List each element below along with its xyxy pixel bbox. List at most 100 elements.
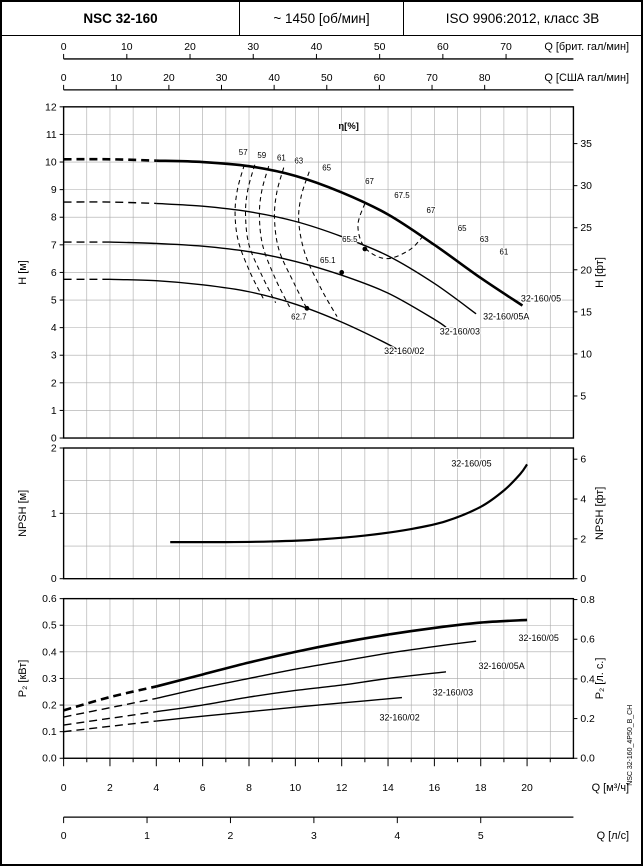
- x-tick-label: 30: [216, 73, 228, 84]
- y-tick-label: 0.4: [42, 647, 57, 658]
- y-tick-label: 5: [51, 296, 57, 307]
- x-tick-label: 6: [200, 783, 206, 794]
- x-tick-label: 0: [61, 42, 67, 53]
- y-tick-label: 12: [45, 102, 57, 113]
- y-tick-label: 0.4: [580, 674, 595, 685]
- curve-segment-solid: [156, 159, 524, 307]
- curve-32-160-02: 32-160/02: [63, 278, 426, 357]
- curve-label: 32-160/03: [433, 688, 473, 698]
- y-tick-label: 0.6: [580, 635, 595, 646]
- head-yaxis-label-right: H [фт]: [594, 257, 606, 288]
- efficiency-contour-63: [273, 167, 309, 312]
- curve-label: 32-160/02: [384, 346, 424, 356]
- x-tick-label: 0: [61, 831, 67, 842]
- x-tick-label: 20: [184, 42, 196, 53]
- x-tick-label: 70: [500, 42, 512, 53]
- curve-segment-solid: [156, 202, 477, 315]
- efficiency-point-label: 65.5: [342, 235, 358, 244]
- curve-segment-solid: [109, 278, 403, 354]
- flow-axis-m3h: 0 2 4 6 8 10 12 14 16 18 20 Q [м³/ч]: [61, 758, 629, 794]
- curve-segment-solid: [109, 241, 449, 330]
- y-tick-label: 0.1: [42, 727, 57, 738]
- curve-label: 32-160/05: [519, 633, 559, 643]
- document-code-sidenote: NSC 32-160_4P50_B_CH: [627, 705, 634, 786]
- efficiency-point-dot: [339, 270, 345, 275]
- y-tick-label: 15: [580, 307, 592, 318]
- y-tick-label: 0.5: [42, 621, 57, 632]
- curve-label: 32-160/05A: [483, 311, 529, 321]
- flow-axis-ls: 0 1 2 3 4 5 Q [л/с]: [61, 816, 629, 842]
- curve-segment-solid: [156, 696, 403, 722]
- power-chart: 0.0 0.1 0.2 0.3 0.4 0.5 0.6 0.0 0.2 0.4 0.6 0.8 P₂ […: [17, 594, 606, 765]
- y-tick-label: 20: [580, 265, 592, 276]
- x-tick-label: 5: [478, 831, 484, 842]
- y-tick-label: 1: [51, 406, 57, 417]
- x-tick-label: 80: [479, 73, 491, 84]
- x-tick-label: 20: [163, 73, 175, 84]
- x-tick-label: 50: [321, 73, 333, 84]
- y-tick-label: 0.0: [580, 754, 595, 765]
- pump-speed: ~ 1450 [об/мин]: [240, 2, 404, 35]
- y-tick-label: 0.8: [580, 595, 595, 606]
- curve-32-160-03: 32-160/03: [63, 671, 474, 726]
- efficiency-value-label: 57: [239, 148, 248, 157]
- y-tick-label: 11: [46, 130, 57, 141]
- y-tick-label: 4: [51, 323, 57, 334]
- x-tick-label: 10: [121, 42, 133, 53]
- flow-axis-imp-gpm-title: Q [брит. гал/мин]: [544, 41, 629, 53]
- flow-axis-us-gpm-title: Q [США гал/мин]: [544, 72, 629, 84]
- x-tick-label: 10: [290, 783, 302, 794]
- x-tick-label: 16: [429, 783, 441, 794]
- curve-32-160-05: 32-160/05: [63, 157, 562, 307]
- x-tick-label: 0: [61, 73, 67, 84]
- y-tick-label: 2: [580, 534, 586, 545]
- curve-32-160-03: 32-160/03: [63, 241, 481, 338]
- x-tick-label: 4: [394, 831, 400, 842]
- efficiency-value-label: 67: [426, 206, 435, 215]
- efficiency-point-dot: [362, 246, 368, 252]
- y-tick-label: 0: [51, 574, 57, 585]
- curve-32-160-05: 32-160/05: [63, 618, 560, 712]
- x-tick-label: 40: [268, 73, 280, 84]
- y-tick-label: 0.3: [42, 674, 57, 685]
- x-tick-label: 2: [107, 783, 113, 794]
- efficiency-axis-title: η[%]: [338, 121, 358, 132]
- power-yaxis-label-left: P₂ [кВт]: [17, 660, 29, 697]
- header-bar: NSC 32-160 ~ 1450 [об/мин] ISO 9906:2012…: [2, 2, 641, 36]
- y-tick-label: 6: [51, 268, 57, 279]
- y-tick-label: 0.6: [42, 594, 57, 605]
- x-tick-label: 4: [153, 783, 159, 794]
- x-tick-label: 8: [246, 783, 252, 794]
- y-tick-label: 10: [45, 158, 57, 169]
- x-tick-label: 12: [336, 783, 348, 794]
- efficiency-value-label: 65: [458, 224, 467, 233]
- npsh-chart: 0 1 2 0 2 4 6 NPSH [м] NPSH [фт] 32-160/05: [17, 443, 606, 585]
- efficiency-value-label: 63: [294, 156, 303, 165]
- x-tick-label: 2: [228, 831, 234, 842]
- efficiency-contour-67: [357, 203, 424, 260]
- x-tick-label: 3: [311, 831, 317, 842]
- npsh-yaxis-label-left: NPSH [м]: [17, 490, 29, 537]
- y-tick-label: 1: [51, 509, 57, 520]
- curve-segment-dashed: [63, 697, 157, 718]
- curve-segment-dashed: [63, 711, 157, 726]
- curve-32-160-05: 32-160/05: [170, 457, 528, 544]
- y-tick-label: 6: [580, 455, 586, 466]
- y-tick-label: 3: [51, 351, 57, 362]
- efficiency-value-label: 61: [277, 154, 286, 163]
- efficiency-contour-57: [234, 164, 265, 301]
- curve-32-160-02: 32-160/02: [63, 696, 421, 733]
- efficiency-value-label: 61: [499, 247, 508, 256]
- curve-segment-solid: [156, 671, 447, 713]
- efficiency-value-label: 65: [322, 163, 331, 172]
- curve-segment-solid: [155, 618, 528, 688]
- curve-32-160-05A: 32-160/05A: [63, 640, 526, 718]
- curve-segment-solid: [170, 463, 528, 544]
- x-tick-label: 10: [110, 73, 122, 84]
- y-tick-label: 10: [580, 349, 592, 360]
- y-tick-label: 30: [580, 181, 592, 192]
- efficiency-value-label: 59: [257, 151, 266, 160]
- y-tick-label: 0.2: [42, 701, 57, 712]
- efficiency-point-label: 62.7: [291, 312, 307, 321]
- y-tick-label: 4: [580, 495, 586, 506]
